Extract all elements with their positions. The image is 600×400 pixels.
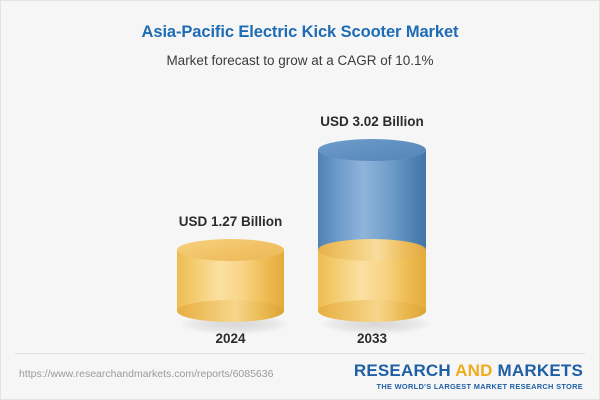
bar-cap-top-2024 — [177, 239, 284, 261]
bar-cap-bottom-2024 — [177, 300, 284, 322]
bar-cylinder-2033[interactable] — [318, 139, 426, 322]
footer-divider — [15, 353, 585, 354]
bar-segment-growth-2033 — [318, 150, 426, 250]
report-url[interactable]: https://www.researchandmarkets.com/repor… — [19, 368, 274, 380]
bar-value-label-2024: USD 1.27 Billion — [178, 214, 283, 229]
chart-title: Asia-Pacific Electric Kick Scooter Marke… — [141, 23, 459, 41]
chart-subtitle: Market forecast to grow at a CAGR of 10.… — [166, 53, 434, 68]
logo-tagline: THE WORLD'S LARGEST MARKET RESEARCH STOR… — [376, 382, 583, 391]
bar-segment-seam-2033 — [318, 239, 426, 261]
logo-text-markets: MARKETS — [492, 361, 583, 380]
bar-cap-bottom-2033 — [318, 300, 426, 322]
research-and-markets-logo[interactable]: RESEARCH AND MARKETS THE WORLD'S LARGEST… — [354, 361, 583, 391]
logo-text-research: RESEARCH — [353, 361, 456, 380]
logo-wordmark: RESEARCH AND MARKETS — [354, 361, 583, 381]
x-tick-label-2024: 2024 — [215, 331, 246, 346]
bar-cap-top-2033 — [318, 139, 426, 161]
footer: https://www.researchandmarkets.com/repor… — [1, 354, 599, 399]
bar-cylinder-2024[interactable] — [177, 239, 284, 322]
x-tick-label-2033: 2033 — [356, 331, 388, 346]
plot-area: USD 1.27 Billion 2024 USD 3.02 Billion — [1, 81, 599, 346]
logo-text-and: AND — [455, 361, 493, 380]
bar-value-label-2033: USD 3.02 Billion — [320, 114, 424, 129]
